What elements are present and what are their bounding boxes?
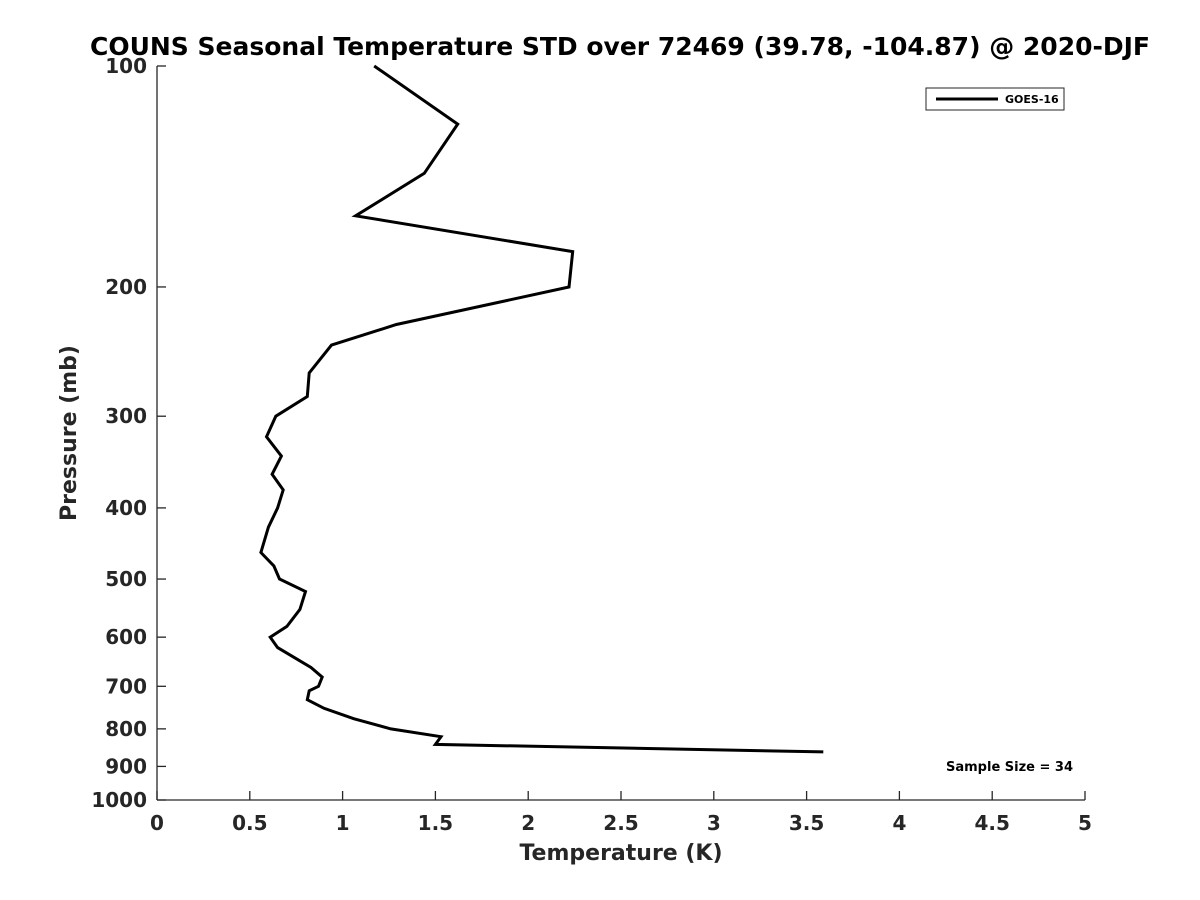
x-tick-label: 4 — [892, 811, 906, 835]
x-tick-label: 0.5 — [232, 811, 267, 835]
y-tick-label: 200 — [105, 275, 147, 299]
y-axis-label: Pressure (mb) — [57, 345, 82, 521]
y-tick-label: 100 — [105, 54, 147, 78]
x-tick-label: 2 — [521, 811, 535, 835]
x-tick-label: 1 — [336, 811, 350, 835]
y-axis-ticks: 100 200 300 400 500 600 700 800 900 1000 — [91, 54, 166, 812]
x-tick-label: 2.5 — [603, 811, 638, 835]
x-tick-label: 3 — [707, 811, 721, 835]
x-tick-label: 5 — [1078, 811, 1092, 835]
legend-label-goes-16: GOES-16 — [1005, 93, 1059, 106]
x-axis-label: Temperature (K) — [519, 841, 722, 866]
legend: GOES-16 — [925, 87, 1065, 111]
y-tick-label: 700 — [105, 674, 147, 698]
x-tick-label: 3.5 — [789, 811, 824, 835]
y-tick-label: 900 — [105, 754, 147, 778]
y-tick-label: 300 — [105, 404, 147, 428]
x-tick-label: 4.5 — [974, 811, 1009, 835]
y-tick-label: 800 — [105, 717, 147, 741]
x-tick-label: 1.5 — [418, 811, 453, 835]
plot-axes — [156, 66, 1085, 801]
y-tick-label: 600 — [105, 625, 147, 649]
series-line-goes-16 — [259, 64, 824, 754]
x-tick-label: 0 — [150, 811, 164, 835]
series-layer — [259, 64, 824, 754]
x-axis-ticks: 0 0.5 1 1.5 2 2.5 3 3.5 4 4.5 5 — [150, 791, 1092, 835]
sample-size-annotation: Sample Size = 34 — [946, 760, 1073, 775]
y-tick-label: 1000 — [91, 788, 147, 812]
y-tick-label: 500 — [105, 567, 147, 591]
y-tick-label: 400 — [105, 496, 147, 520]
chart-title: COUNS Seasonal Temperature STD over 7246… — [90, 32, 1150, 61]
